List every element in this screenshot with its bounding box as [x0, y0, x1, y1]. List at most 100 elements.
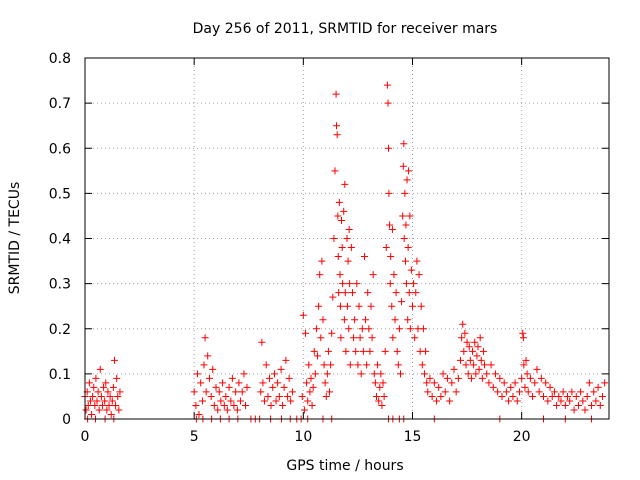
data-point — [529, 392, 537, 400]
data-point — [458, 334, 466, 342]
data-point — [232, 388, 240, 396]
data-point — [335, 198, 343, 206]
data-point — [340, 316, 348, 324]
data-point — [337, 334, 345, 342]
data-point — [262, 361, 270, 369]
data-point — [411, 334, 419, 342]
y-tick-label: 0.4 — [49, 232, 71, 248]
data-point — [439, 370, 447, 378]
data-point — [400, 140, 408, 148]
data-point — [375, 397, 383, 405]
data-point — [378, 401, 386, 409]
data-point — [279, 401, 287, 409]
data-point — [309, 383, 317, 391]
data-point — [197, 379, 205, 387]
data-point — [366, 347, 374, 355]
data-point — [94, 388, 102, 396]
data-point — [473, 352, 481, 360]
data-point — [526, 374, 534, 382]
data-point — [399, 162, 407, 170]
data-point — [422, 347, 430, 355]
data-point — [238, 388, 246, 396]
data-point — [105, 401, 113, 409]
data-point — [390, 271, 398, 279]
data-point — [271, 370, 279, 378]
data-point — [198, 397, 206, 405]
data-point — [311, 370, 319, 378]
data-point — [391, 316, 399, 324]
data-point — [339, 280, 347, 288]
data-point — [415, 271, 423, 279]
data-point — [316, 271, 324, 279]
data-point — [101, 397, 109, 405]
data-point — [476, 334, 484, 342]
data-point — [355, 302, 363, 310]
data-point — [356, 334, 364, 342]
data-point — [340, 207, 348, 215]
data-point — [307, 374, 315, 382]
data-point — [568, 388, 576, 396]
data-point — [227, 397, 235, 405]
data-point — [89, 392, 97, 400]
x-tick-labels: 0 5 10 15 20 — [81, 429, 531, 445]
data-point — [559, 388, 567, 396]
data-point — [362, 316, 370, 324]
data-point — [305, 361, 313, 369]
data-point — [282, 356, 290, 364]
data-point — [409, 302, 416, 310]
data-point — [384, 99, 392, 107]
data-point — [312, 325, 320, 333]
data-point — [298, 392, 306, 400]
data-point — [417, 302, 425, 310]
data-point — [459, 320, 467, 328]
data-point — [523, 370, 531, 378]
data-point — [98, 401, 106, 409]
data-point — [441, 388, 449, 396]
data-point — [520, 361, 528, 369]
data-point — [219, 379, 227, 387]
data-point — [404, 244, 412, 252]
data-point — [463, 338, 471, 346]
data-point — [496, 374, 504, 382]
data-point — [314, 352, 322, 360]
data-point — [338, 244, 346, 252]
data-point — [223, 406, 231, 414]
data-point — [460, 347, 468, 355]
data-point — [222, 392, 230, 400]
data-point — [267, 401, 275, 409]
data-point — [386, 280, 394, 288]
data-point — [419, 325, 427, 333]
data-point — [334, 253, 342, 261]
data-point — [474, 343, 482, 351]
data-point — [91, 401, 99, 409]
data-point — [363, 361, 371, 369]
data-point — [450, 365, 458, 373]
data-point — [542, 379, 550, 387]
data-point — [302, 329, 310, 337]
data-point — [331, 167, 339, 175]
data-point — [104, 388, 112, 396]
data-point — [407, 266, 415, 274]
data-point — [555, 392, 563, 400]
data-point — [540, 392, 547, 400]
x-tick-label: 10 — [294, 429, 312, 445]
grid — [85, 58, 609, 419]
data-point — [334, 212, 342, 220]
data-point — [215, 388, 223, 396]
data-point — [277, 365, 285, 373]
data-point — [513, 397, 521, 405]
data-point — [491, 370, 499, 378]
data-point — [372, 392, 380, 400]
data-point — [275, 392, 283, 400]
data-point — [413, 257, 421, 265]
data-point — [326, 388, 334, 396]
data-point — [287, 397, 295, 405]
data-point — [448, 379, 456, 387]
data-point — [88, 410, 96, 418]
data-point — [265, 374, 273, 382]
data-point — [274, 379, 282, 387]
data-point — [258, 338, 266, 346]
data-point — [524, 388, 532, 396]
data-point — [272, 397, 280, 405]
data-point — [592, 397, 600, 405]
